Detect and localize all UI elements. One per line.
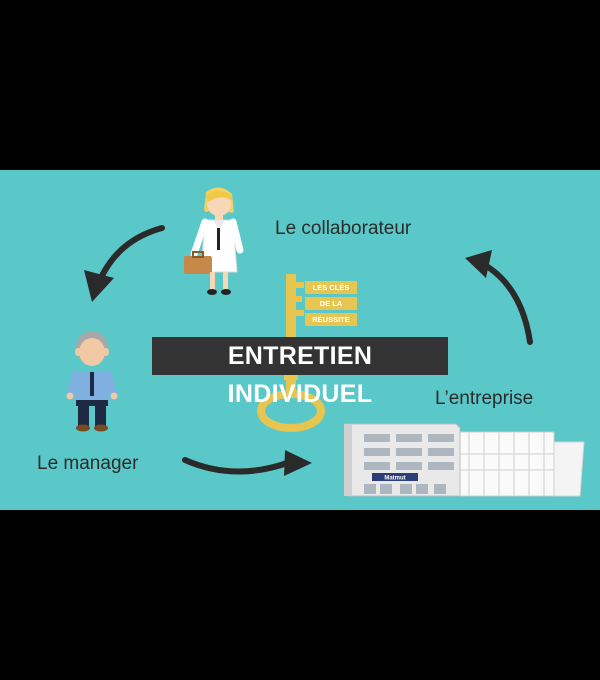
diagram-canvas: LES CLÉS DE LA RÉUSSITE ENTRETIEN INDIVI… <box>0 170 600 510</box>
label-entreprise: L’entreprise <box>435 388 534 409</box>
banner-title: ENTRETIEN INDIVIDUEL <box>152 337 448 408</box>
key-tag-1: LES CLÉS <box>305 281 357 294</box>
cycle-arrow-head-right-icon <box>465 250 492 278</box>
cycle-arrow-head-bottom-icon <box>284 450 312 476</box>
office-building-icon: Matmut <box>344 423 585 497</box>
cycle-arrow-head-left-icon <box>84 270 114 302</box>
woman-collaborateur-icon <box>184 187 244 295</box>
key-tag-3: RÉUSSITE <box>305 313 357 326</box>
label-collaborateur: Le collaborateur <box>275 218 412 239</box>
cycle-arrow-top-left-icon <box>97 225 165 283</box>
golden-key-icon <box>257 274 325 432</box>
cycle-arrows <box>84 225 533 476</box>
key-tag-2: DE LA <box>305 297 357 310</box>
cycle-arrow-right-icon <box>482 262 533 345</box>
man-manager-icon <box>66 331 118 432</box>
building-sign: Matmut <box>384 476 405 482</box>
cycle-arrow-bottom-icon <box>182 457 293 475</box>
label-manager: Le manager <box>37 453 139 474</box>
